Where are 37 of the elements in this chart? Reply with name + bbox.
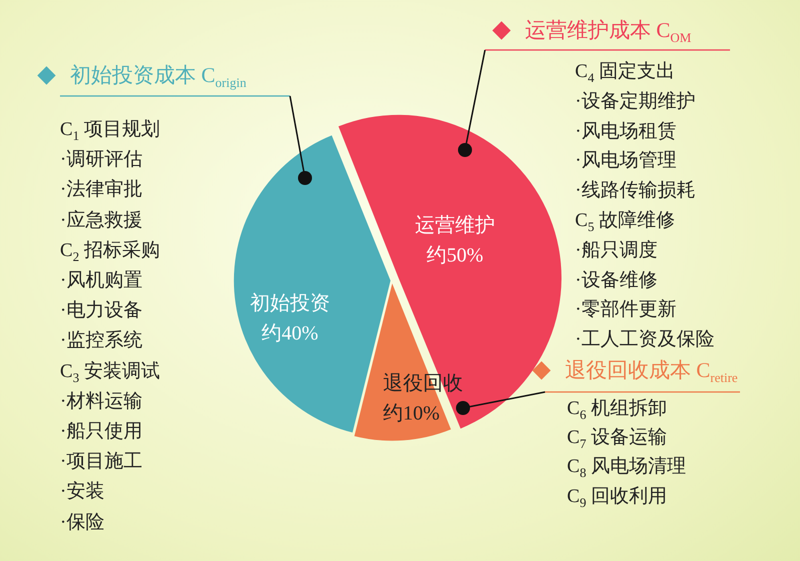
text: ·设备定期维护 [575, 90, 696, 113]
text: C$_{6}$ 机组拆卸 [567, 398, 667, 422]
text: ·船只调度 [575, 240, 658, 262]
text: C$_{4}$ 固定支出 [575, 61, 675, 85]
text: ·调研评估 [60, 149, 142, 172]
text: ·电力设备 [60, 300, 142, 322]
text: 初始投资成本 C$_{origin}$ [70, 63, 246, 90]
text: ·风电场管理 [575, 150, 676, 172]
text: ·监控系统 [60, 330, 142, 352]
text: ·保险 [60, 512, 104, 534]
data-label: 约10% [383, 402, 440, 424]
text: C$_{1}$ 项目规划 [60, 119, 160, 143]
data-label: 约40% [262, 322, 318, 344]
text: 运营维护成本 C$_{OM}$ [525, 18, 692, 45]
text: C$_{2}$ 招标采购 [60, 240, 160, 264]
text: ·设备维修 [575, 270, 658, 292]
text: C$_{8}$ 风电场清理 [567, 456, 686, 480]
text: C$_{7}$ 设备运输 [567, 427, 667, 452]
text: ·安装 [60, 481, 104, 504]
slice-label: 退役回收 [383, 372, 463, 394]
data-label: 约50% [426, 244, 484, 266]
text: C$_{9}$ 回收利用 [567, 486, 667, 510]
text: ·船只使用 [60, 421, 142, 443]
text: ·线路传输损耗 [575, 180, 696, 202]
text: 退役回收成本 C$_{retire}$ [565, 358, 738, 385]
text: C$_{3}$ 安装调试 [60, 360, 160, 385]
text: ·应急救援 [60, 210, 142, 232]
text: ·风机购置 [60, 270, 142, 292]
slice-label: 运营维护 [415, 214, 495, 236]
slice-label: 初始投资 [250, 292, 330, 314]
text: ·风电场租赁 [575, 120, 676, 143]
text: ·法律审批 [60, 179, 142, 202]
text: ·零部件更新 [575, 299, 676, 322]
text: ·材料运输 [60, 390, 142, 413]
text: C$_{5}$ 故障维修 [575, 210, 675, 234]
text: ·工人工资及保险 [575, 329, 714, 352]
text: ·项目施工 [60, 451, 142, 474]
